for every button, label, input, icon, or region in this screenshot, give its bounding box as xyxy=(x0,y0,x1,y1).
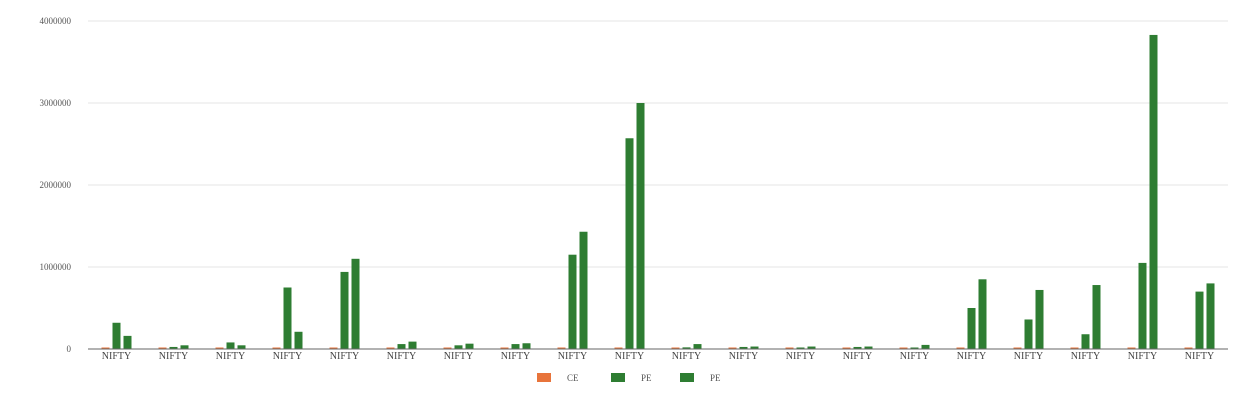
bar-pe-1-7 xyxy=(511,344,520,349)
bar-pe-2-5 xyxy=(408,341,417,349)
bar-pe-1-2 xyxy=(226,342,235,349)
bar-pe-1-5 xyxy=(397,344,406,349)
bar-ce-0-10 xyxy=(671,347,680,349)
bar-pe-1-4 xyxy=(340,271,349,349)
bar-pe-1-18 xyxy=(1138,262,1147,349)
x-category-label: NIFTY xyxy=(1014,351,1043,362)
bar-ce-0-14 xyxy=(899,347,908,349)
bar-pe-2-10 xyxy=(693,344,702,349)
bar-pe-1-12 xyxy=(796,347,805,349)
bar-pe-2-15 xyxy=(978,279,987,349)
x-category-label: NIFTY xyxy=(216,351,245,362)
bar-ce-0-7 xyxy=(500,347,509,349)
bar-pe-1-17 xyxy=(1081,334,1090,349)
bar-ce-0-0 xyxy=(101,347,110,349)
bar-pe-2-9 xyxy=(636,103,645,349)
x-axis-category-labels: NIFTY NIFTY NIFTY NIFTY NIFTY NIFTY NIFTY NIFTY… xyxy=(102,351,1214,362)
bar-pe-1-0 xyxy=(112,322,121,349)
bar-pe-1-3 xyxy=(283,287,292,349)
bar-pe-2-12 xyxy=(807,346,816,349)
legend-swatch xyxy=(680,373,694,382)
bar-ce-0-2 xyxy=(215,347,224,349)
bar-ce-0-15 xyxy=(956,347,965,349)
bar-pe-1-1 xyxy=(169,346,178,349)
bar-pe-2-0 xyxy=(123,335,132,349)
bar-pe-1-16 xyxy=(1024,319,1033,349)
x-category-label: NIFTY xyxy=(1128,351,1157,362)
x-category-label: NIFTY xyxy=(501,351,530,362)
bar-ce-0-4 xyxy=(329,347,338,349)
bar-ce-0-8 xyxy=(557,347,566,349)
bar-pe-2-6 xyxy=(465,343,474,349)
bar-pe-2-14 xyxy=(921,344,930,349)
y-tick-label: 3000000 xyxy=(40,98,72,108)
bar-pe-2-17 xyxy=(1092,285,1101,349)
x-category-label: NIFTY xyxy=(1185,351,1214,362)
legend-swatch xyxy=(611,373,625,382)
bar-ce-0-13 xyxy=(842,347,851,349)
x-category-label: NIFTY xyxy=(615,351,644,362)
x-category-label: NIFTY xyxy=(102,351,131,362)
bar-pe-1-13 xyxy=(853,346,862,349)
bar-pe-2-8 xyxy=(579,231,588,349)
x-category-label: NIFTY xyxy=(558,351,587,362)
bar-pe-2-16 xyxy=(1035,289,1044,349)
bars xyxy=(101,34,1215,349)
x-category-label: NIFTY xyxy=(672,351,701,362)
bar-pe-1-10 xyxy=(682,347,691,349)
bar-ce-0-17 xyxy=(1070,347,1079,349)
bar-ce-0-1 xyxy=(158,347,167,349)
legend-label: CE xyxy=(567,373,579,383)
bar-pe-1-9 xyxy=(625,138,634,349)
bar-pe-2-1 xyxy=(180,345,189,349)
bar-pe-2-19 xyxy=(1206,283,1215,349)
bar-ce-0-6 xyxy=(443,347,452,349)
bar-pe-2-13 xyxy=(864,346,873,349)
bar-pe-1-6 xyxy=(454,345,463,349)
bar-pe-2-7 xyxy=(522,343,531,349)
x-category-label: NIFTY xyxy=(786,351,815,362)
bar-ce-0-19 xyxy=(1184,347,1193,349)
y-tick-label: 1000000 xyxy=(40,262,72,272)
x-category-label: NIFTY xyxy=(387,351,416,362)
legend-label: PE xyxy=(710,373,721,383)
y-tick-label: 2000000 xyxy=(40,180,72,190)
bar-pe-1-15 xyxy=(967,308,976,349)
x-category-label: NIFTY xyxy=(900,351,929,362)
x-category-label: NIFTY xyxy=(273,351,302,362)
x-category-label: NIFTY xyxy=(444,351,473,362)
y-tick-label: 4000000 xyxy=(40,16,72,26)
y-axis-tick-labels: 0 1000000 2000000 3000000 4000000 xyxy=(40,16,72,354)
bar-pe-2-18 xyxy=(1149,34,1158,349)
x-category-label: NIFTY xyxy=(957,351,986,362)
bar-pe-1-19 xyxy=(1195,291,1204,349)
bar-pe-2-2 xyxy=(237,345,246,349)
legend-swatch xyxy=(537,373,551,382)
bar-ce-0-16 xyxy=(1013,347,1022,349)
bar-ce-0-11 xyxy=(728,347,737,349)
bar-ce-0-18 xyxy=(1127,347,1136,349)
y-tick-label: 0 xyxy=(67,344,72,354)
legend-label: PE xyxy=(641,373,652,383)
bar-pe-1-11 xyxy=(739,346,748,349)
gridlines xyxy=(88,20,1228,350)
bar-pe-2-11 xyxy=(750,346,759,349)
bar-ce-0-12 xyxy=(785,347,794,349)
legend: CE PE PE xyxy=(537,373,721,383)
bar-ce-0-9 xyxy=(614,347,623,349)
bar-pe-1-14 xyxy=(910,347,919,349)
x-category-label: NIFTY xyxy=(729,351,758,362)
bar-ce-0-3 xyxy=(272,347,281,349)
x-category-label: NIFTY xyxy=(843,351,872,362)
x-category-label: NIFTY xyxy=(159,351,188,362)
bar-ce-0-5 xyxy=(386,347,395,349)
bar-pe-1-8 xyxy=(568,254,577,349)
bar-pe-2-3 xyxy=(294,331,303,349)
bar-pe-2-4 xyxy=(351,258,360,349)
x-category-label: NIFTY xyxy=(1071,351,1100,362)
x-category-label: NIFTY xyxy=(330,351,359,362)
